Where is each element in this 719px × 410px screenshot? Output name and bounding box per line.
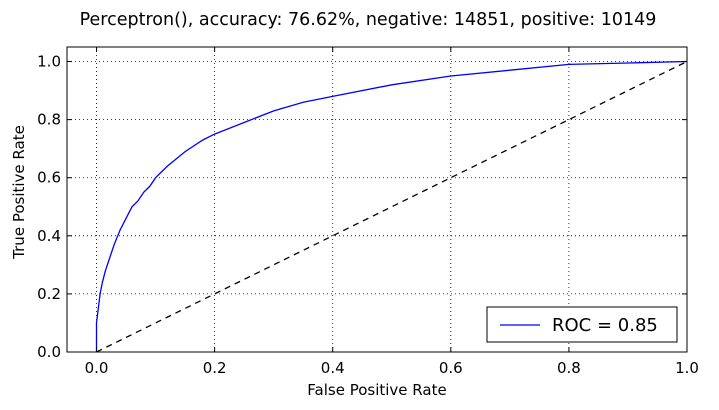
grid-lines <box>67 47 688 353</box>
legend-roc-label: ROC = 0.85 <box>552 315 658 336</box>
y-tick-label: 0.4 <box>37 227 61 245</box>
x-tick-label: 0.2 <box>203 359 227 377</box>
x-tick-label: 0.4 <box>321 359 345 377</box>
roc-curve-line <box>95 60 688 352</box>
y-tick-label: 0.8 <box>37 111 61 129</box>
x-axis-label: False Positive Rate <box>307 381 446 399</box>
y-tick-label: 1.0 <box>37 53 61 71</box>
axis-ticks: 0.0 0.2 0.4 0.6 0.8 1.0 0.0 0.2 0.4 0.6 0.8 1.0 <box>37 47 699 377</box>
plot-frame <box>66 46 688 353</box>
y-tick-label: 0.0 <box>37 343 61 361</box>
x-tick-label: 1.0 <box>675 359 699 377</box>
x-tick-label: 0.0 <box>85 359 109 377</box>
x-tick-label: 0.8 <box>557 359 581 377</box>
y-tick-label: 0.6 <box>37 169 61 187</box>
y-axis-label: True Positive Rate <box>10 125 28 260</box>
y-tick-label: 0.2 <box>37 285 61 303</box>
chart-title: Perceptron(), accuracy: 76.62%, negative… <box>80 10 657 30</box>
plot-series <box>95 60 688 353</box>
legend: ROC = 0.85 <box>486 306 678 343</box>
x-tick-label: 0.6 <box>439 359 463 377</box>
